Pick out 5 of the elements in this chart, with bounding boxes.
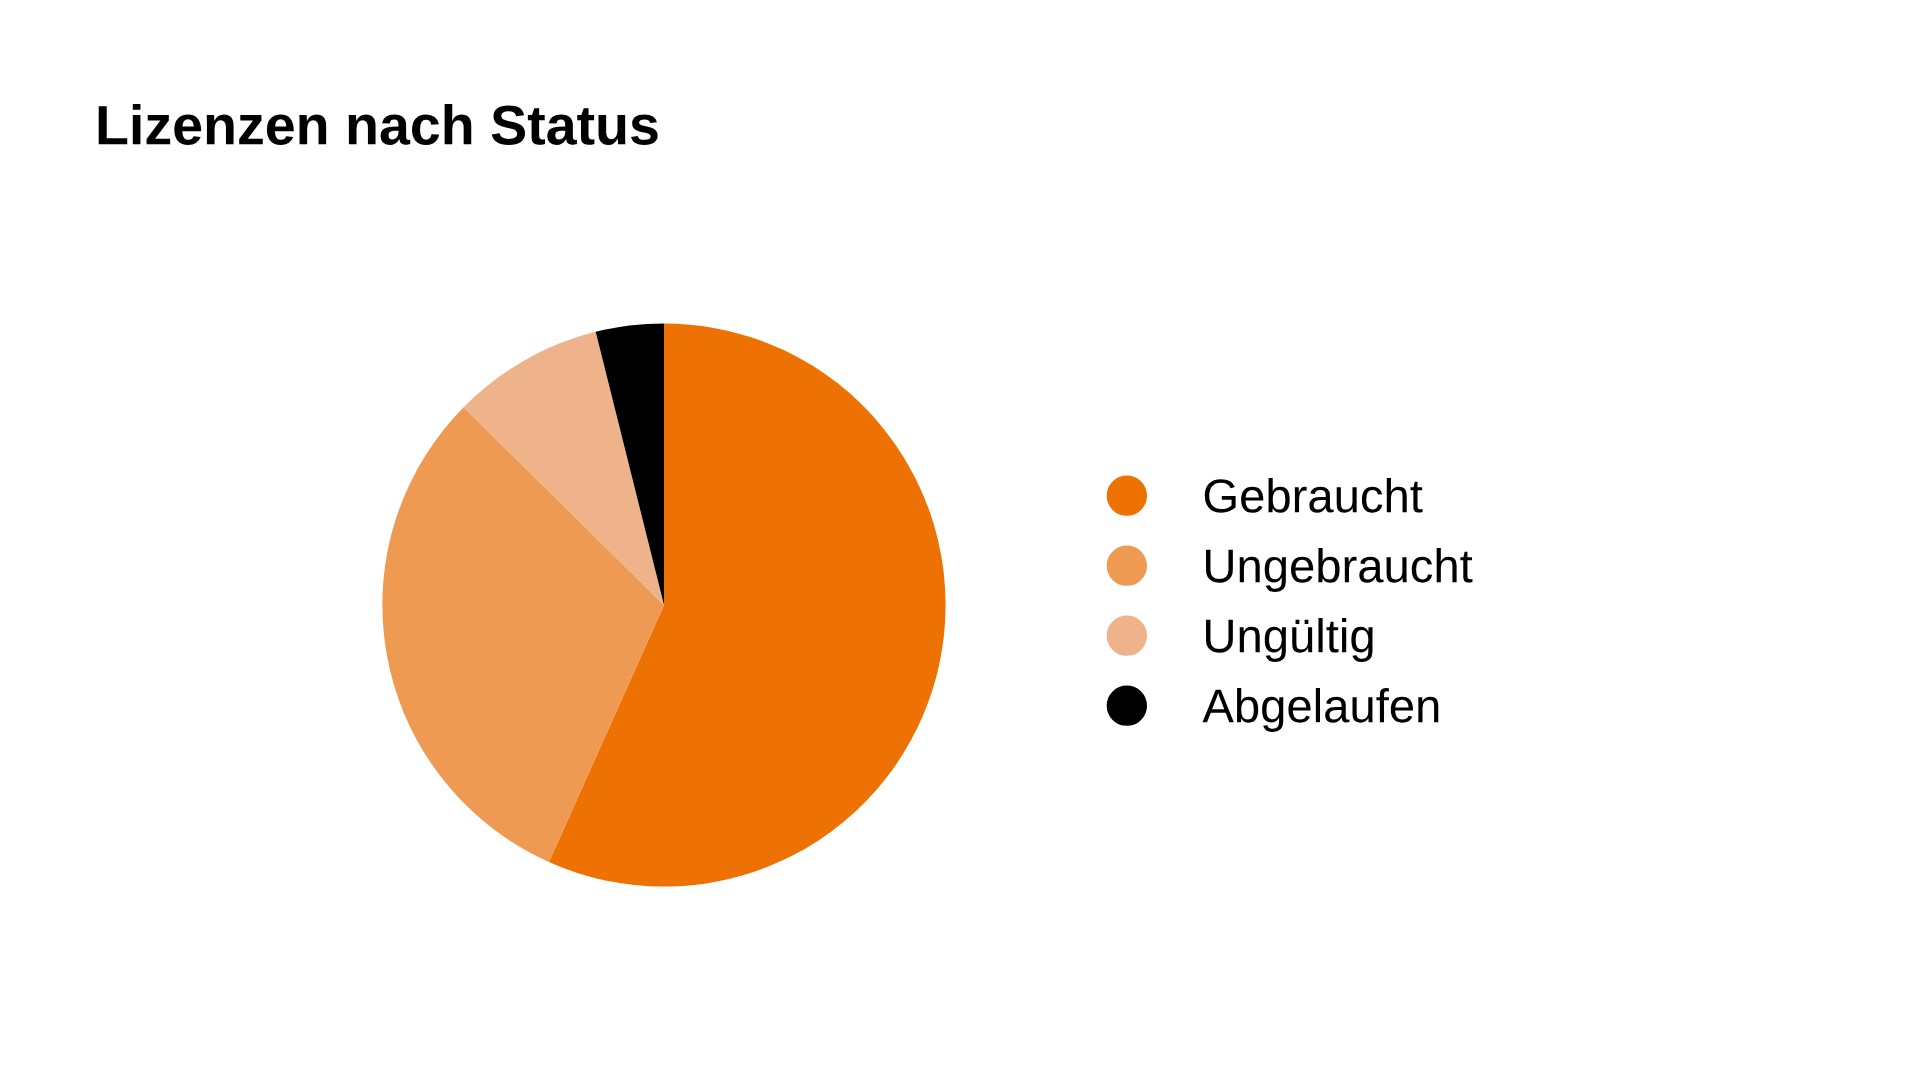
legend-label: Abgelaufen [1202,687,1439,732]
legend-label: Ungültig [1206,617,1373,663]
legend-label: Ungebraucht [1206,547,1473,593]
legend-label: Gebraucht [1204,478,1423,513]
chart-title: Lizenzen nach Status [98,104,658,145]
